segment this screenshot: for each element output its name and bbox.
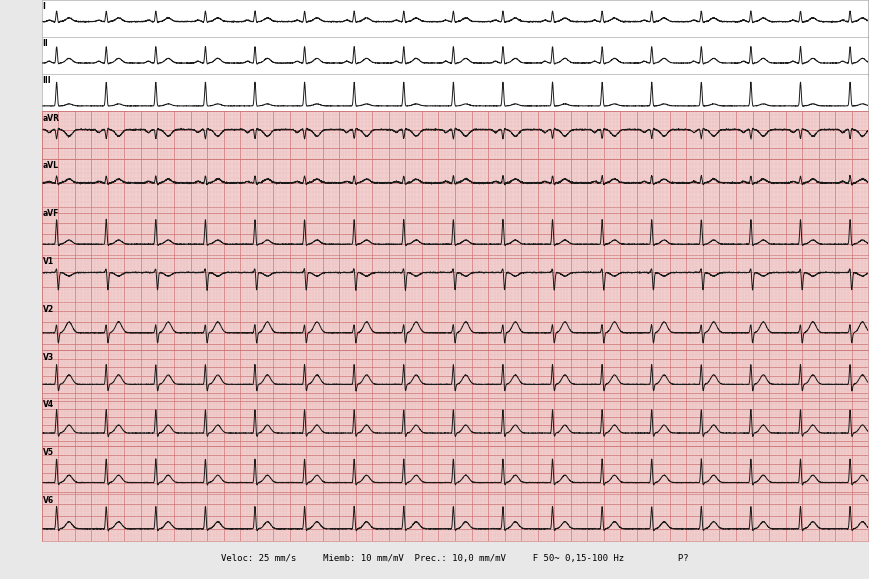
Text: aVF: aVF — [43, 209, 59, 218]
Text: V6: V6 — [43, 496, 54, 505]
Text: V4: V4 — [43, 400, 54, 409]
Text: V2: V2 — [43, 305, 54, 314]
Text: III: III — [43, 76, 51, 85]
Text: aVL: aVL — [43, 162, 58, 170]
Text: aVR: aVR — [43, 113, 59, 123]
Text: V3: V3 — [43, 353, 54, 361]
Text: II: II — [43, 39, 49, 48]
Text: I: I — [43, 2, 45, 11]
Text: V1: V1 — [43, 257, 54, 266]
Text: V5: V5 — [43, 448, 54, 457]
Text: Veloc: 25 mm/s     Miemb: 10 mm/mV  Prec.: 10,0 mm/mV     F 50~ 0,15-100 Hz     : Veloc: 25 mm/s Miemb: 10 mm/mV Prec.: 10… — [221, 554, 688, 563]
